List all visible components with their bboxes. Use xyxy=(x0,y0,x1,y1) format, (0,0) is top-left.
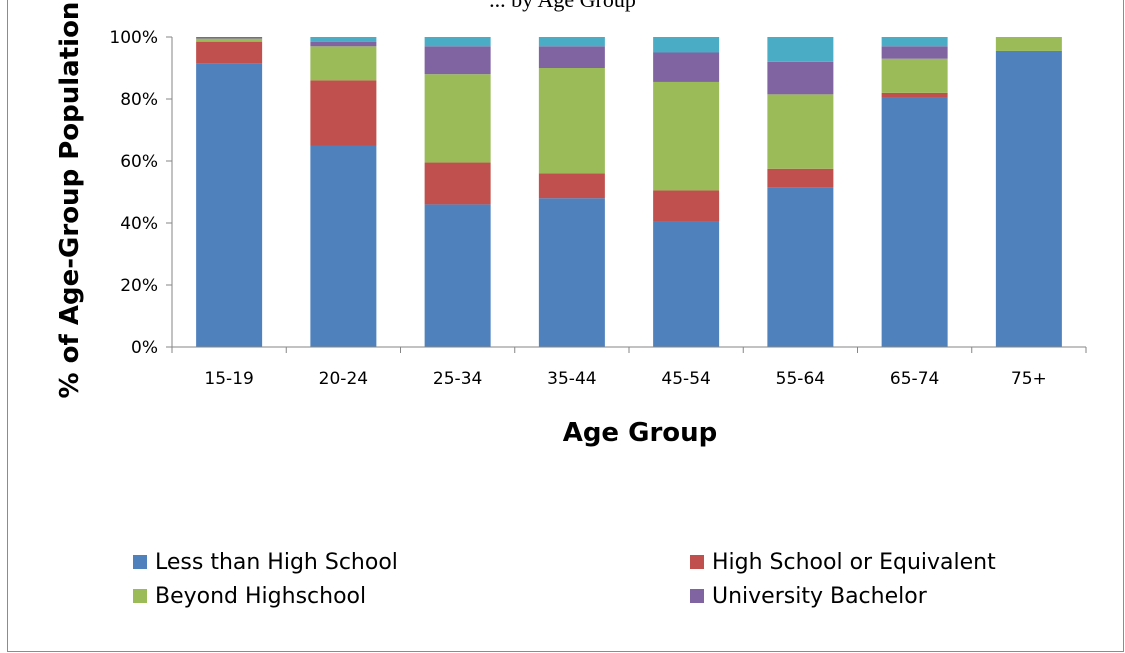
legend-swatch xyxy=(690,589,704,603)
bar-segment-15-19-1 xyxy=(196,41,263,64)
legend-label: Less than High School xyxy=(155,550,398,575)
x-tick-label: 20-24 xyxy=(319,369,368,389)
bar-segment-55-64-2 xyxy=(767,94,834,169)
bar-segment-45-54-3 xyxy=(653,52,720,82)
y-tick-label: 40% xyxy=(120,214,158,234)
legend-swatch xyxy=(690,555,704,569)
bar-segment-15-19-2 xyxy=(196,38,263,42)
bar-segment-65-74-4 xyxy=(881,37,948,47)
bar-segment-65-74-3 xyxy=(881,46,948,59)
bar-segment-65-74-0 xyxy=(881,97,948,347)
bar-segment-20-24-0 xyxy=(310,145,377,347)
bar-segment-45-54-2 xyxy=(653,81,720,191)
y-tick-label: 100% xyxy=(109,28,158,48)
bar-segment-25-34-0 xyxy=(424,204,491,347)
x-tick-label: 35-44 xyxy=(547,369,596,389)
bar-segment-55-64-0 xyxy=(767,187,834,347)
bar-segment-45-54-1 xyxy=(653,190,720,222)
bar-segment-20-24-4 xyxy=(310,37,377,42)
x-tick-label: 75+ xyxy=(1011,369,1047,389)
bar-segment-35-44-2 xyxy=(538,68,605,174)
bar-segment-20-24-3 xyxy=(310,41,377,47)
x-tick-label: 25-34 xyxy=(433,369,482,389)
bar-segment-65-74-2 xyxy=(881,58,948,93)
y-tick-label: 60% xyxy=(120,152,158,172)
legend-swatch xyxy=(133,555,147,569)
bar-segment-65-74-1 xyxy=(881,92,948,98)
chart-title: ... by Age Group xyxy=(0,0,1125,13)
axes-layer: 0% 20% 40% 60% 80% 100% 15-19 20-24 25-34 35-44 45… xyxy=(109,28,1087,389)
bar-segment-20-24-1 xyxy=(310,80,377,146)
bar-segment-25-34-3 xyxy=(424,46,491,75)
bar-segment-25-34-4 xyxy=(424,37,491,47)
legend: Less than High School High School or Equi… xyxy=(133,550,996,609)
bar-segment-55-64-1 xyxy=(767,168,834,188)
x-tick-label: 15-19 xyxy=(204,369,253,389)
bar-segment-35-44-1 xyxy=(538,173,605,199)
bar-segment-75+-0 xyxy=(995,50,1062,347)
legend-swatch xyxy=(133,589,147,603)
y-tick-label: 80% xyxy=(120,90,158,110)
bar-segment-20-24-2 xyxy=(310,46,377,81)
bar-segment-55-64-4 xyxy=(767,37,834,62)
bar-segment-25-34-2 xyxy=(424,74,491,163)
bar-segment-15-19-3 xyxy=(196,37,263,39)
bar-segment-35-44-3 xyxy=(538,46,605,68)
bar-segment-45-54-4 xyxy=(653,37,720,53)
y-tick-label: 0% xyxy=(131,338,158,358)
bar-segment-15-19-0 xyxy=(196,63,263,347)
y-tick-label: 20% xyxy=(120,276,158,296)
x-tick-label: 65-74 xyxy=(890,369,939,389)
bar-segment-55-64-3 xyxy=(767,61,834,95)
y-axis-title: % of Age-Group Population xyxy=(55,2,85,399)
bar-segment-35-44-4 xyxy=(538,37,605,47)
bar-segment-45-54-0 xyxy=(653,221,720,347)
x-axis-title: Age Group xyxy=(563,418,718,448)
legend-label: High School or Equivalent xyxy=(712,550,996,575)
x-tick-label: 55-64 xyxy=(776,369,825,389)
legend-label: Beyond Highschool xyxy=(155,584,366,609)
bars-layer xyxy=(196,37,1062,347)
legend-label: University Bachelor xyxy=(712,584,928,609)
bar-segment-75+-2 xyxy=(995,37,1062,51)
bar-segment-25-34-1 xyxy=(424,162,491,205)
x-tick-label: 45-54 xyxy=(661,369,710,389)
bar-segment-35-44-0 xyxy=(538,198,605,347)
